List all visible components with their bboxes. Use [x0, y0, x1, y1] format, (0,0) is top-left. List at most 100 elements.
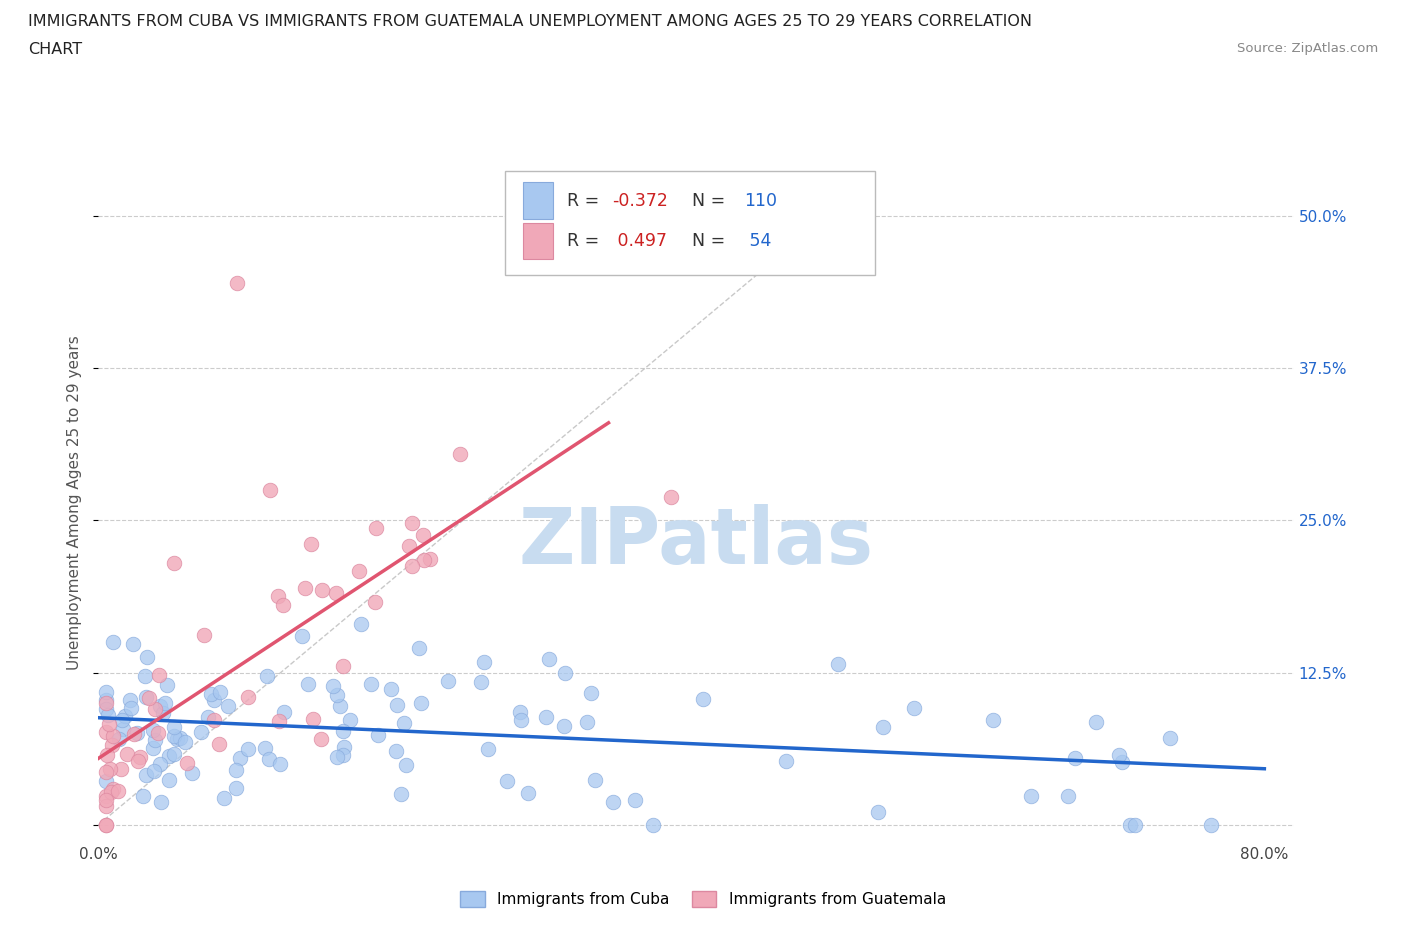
Point	[208, 737, 231, 751]
Point	[1108, 748, 1130, 763]
Point	[101, 728, 124, 743]
Point	[135, 689, 157, 704]
Point	[271, 598, 294, 613]
Point	[97, 716, 120, 731]
Point	[225, 275, 247, 290]
Text: R =: R =	[567, 232, 605, 250]
Point	[267, 589, 290, 604]
Point	[181, 765, 204, 780]
Point	[149, 698, 172, 713]
Point	[339, 712, 361, 727]
Text: ZIPatlas: ZIPatlas	[519, 504, 873, 580]
Point	[553, 718, 575, 733]
Point	[115, 747, 138, 762]
Point	[208, 684, 231, 699]
Point	[827, 657, 849, 671]
FancyBboxPatch shape	[523, 222, 553, 259]
Point	[129, 750, 152, 764]
Point	[534, 710, 557, 724]
Point	[394, 715, 416, 730]
Y-axis label: Unemployment Among Ages 25 to 29 years: Unemployment Among Ages 25 to 29 years	[67, 335, 83, 670]
Point	[291, 629, 314, 644]
Point	[96, 748, 118, 763]
Point	[294, 580, 316, 595]
Point	[204, 693, 226, 708]
Point	[143, 733, 166, 748]
Point	[120, 693, 142, 708]
Point	[273, 705, 295, 720]
Point	[169, 730, 191, 745]
Point	[94, 724, 117, 739]
Point	[98, 762, 121, 777]
Point	[554, 665, 576, 680]
Point	[325, 750, 347, 764]
Point	[253, 740, 276, 755]
Point	[120, 700, 142, 715]
Text: Source: ZipAtlas.com: Source: ZipAtlas.com	[1237, 42, 1378, 55]
Point	[101, 738, 124, 753]
Point	[419, 551, 441, 566]
Point	[236, 689, 259, 704]
Point	[94, 817, 117, 832]
Point	[157, 749, 180, 764]
Point	[174, 735, 197, 750]
Point	[94, 696, 117, 711]
Point	[449, 446, 471, 461]
Point	[94, 792, 117, 807]
Point	[409, 696, 432, 711]
Legend: Immigrants from Cuba, Immigrants from Guatemala: Immigrants from Cuba, Immigrants from Gu…	[454, 884, 952, 913]
Point	[332, 739, 354, 754]
Point	[202, 712, 225, 727]
Point	[510, 712, 533, 727]
Point	[156, 678, 179, 693]
Point	[143, 764, 166, 778]
Point	[135, 767, 157, 782]
Point	[1064, 751, 1087, 765]
Point	[136, 649, 159, 664]
Point	[236, 741, 259, 756]
Point	[775, 753, 797, 768]
Point	[132, 788, 155, 803]
Point	[1111, 754, 1133, 769]
Point	[122, 726, 145, 741]
Point	[602, 795, 624, 810]
Point	[329, 698, 352, 713]
Text: N =: N =	[692, 192, 731, 210]
Point	[1085, 714, 1108, 729]
Point	[96, 789, 118, 804]
Point	[398, 538, 420, 553]
Point	[94, 774, 117, 789]
FancyBboxPatch shape	[523, 182, 553, 219]
Point	[1159, 730, 1181, 745]
Point	[142, 723, 165, 737]
Point	[387, 698, 409, 712]
Point	[163, 747, 186, 762]
Point	[322, 679, 344, 694]
Point	[389, 787, 412, 802]
Point	[364, 595, 387, 610]
Text: CHART: CHART	[28, 42, 82, 57]
Point	[127, 753, 149, 768]
Point	[517, 786, 540, 801]
Point	[659, 489, 682, 504]
Point	[138, 691, 160, 706]
Point	[259, 483, 281, 498]
Point	[692, 692, 714, 707]
Point	[107, 732, 129, 747]
Point	[97, 708, 120, 723]
Point	[325, 687, 347, 702]
Point	[583, 772, 606, 787]
Point	[575, 715, 598, 730]
Point	[366, 521, 388, 536]
Point	[350, 617, 373, 631]
Point	[1019, 789, 1042, 804]
Point	[146, 726, 169, 741]
Point	[437, 674, 460, 689]
Point	[94, 684, 117, 699]
Point	[872, 720, 894, 735]
Point	[325, 586, 347, 601]
Point	[981, 712, 1004, 727]
Point	[150, 794, 173, 809]
Point	[157, 773, 180, 788]
Point	[125, 725, 148, 740]
